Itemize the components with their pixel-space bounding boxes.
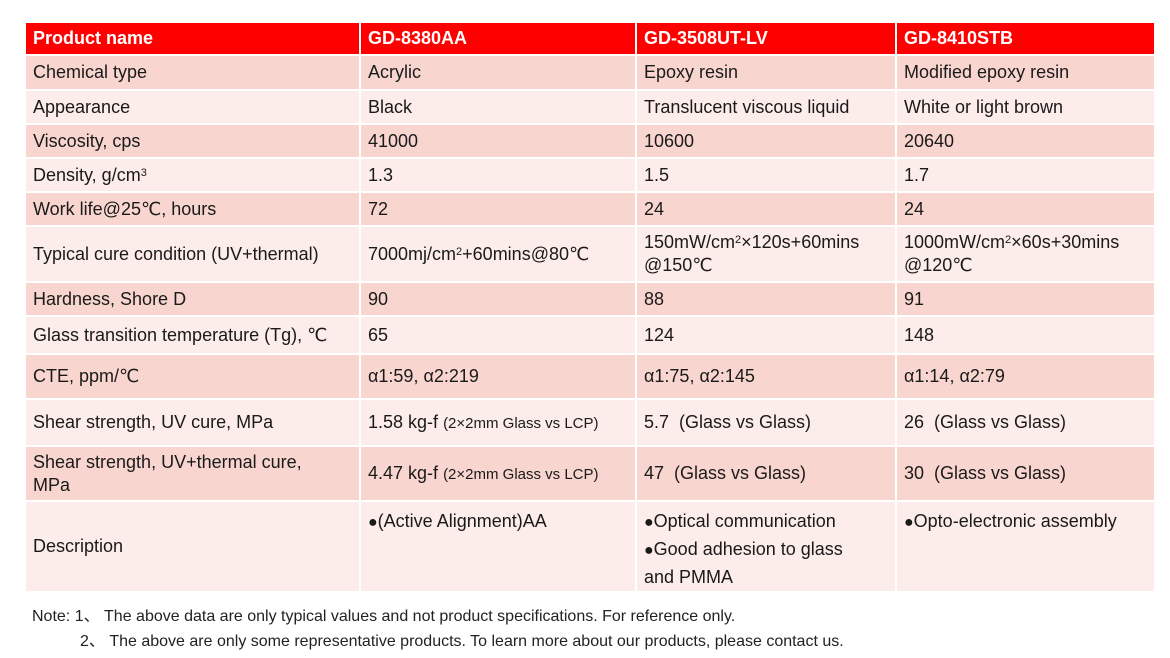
row-work-life: Work life@25℃, hours 72 24 24 bbox=[24, 191, 1156, 227]
bullet-icon: ● bbox=[644, 514, 654, 531]
row-label: Viscosity, cps bbox=[24, 123, 361, 159]
cell-value: 1.7 bbox=[895, 157, 1156, 193]
row-shear-uv-thermal: Shear strength, UV+thermal cure, MPa 4.47… bbox=[24, 445, 1156, 502]
cell-value: 24 bbox=[635, 191, 897, 227]
row-hardness: Hardness, Shore D 90 88 91 bbox=[24, 281, 1156, 317]
row-label: Description bbox=[24, 500, 361, 593]
list-item-continuation: and PMMA bbox=[644, 567, 734, 587]
cell-value: 150mW/cm2×120s+60mins @150℃ bbox=[635, 225, 897, 283]
bullet-icon: ● bbox=[644, 542, 654, 559]
list-item: ●Good adhesion to glass bbox=[644, 539, 843, 559]
note-line-1: Note: 1、 The above data are only typical… bbox=[32, 608, 736, 625]
footnotes: Note: 1、 The above data are only typical… bbox=[32, 604, 844, 654]
cell-value: 7000mj/cm2+60mins@80℃ bbox=[359, 225, 637, 283]
cell-value: ●(Active Alignment)AA bbox=[359, 500, 637, 593]
cell-value: 20640 bbox=[895, 123, 1156, 159]
cell-value: α1:75, α2:145 bbox=[635, 353, 897, 400]
cell-value: ●Optical communication ●Good adhesion to… bbox=[635, 500, 897, 593]
bullet-icon: ● bbox=[368, 514, 378, 531]
cell-value: 26 (Glass vs Glass) bbox=[895, 398, 1156, 447]
cell-value: White or light brown bbox=[895, 89, 1156, 125]
header-gd-8410stb: GD-8410STB bbox=[895, 21, 1156, 56]
row-cure-condition: Typical cure condition (UV+thermal) 7000… bbox=[24, 225, 1156, 283]
list-item: ●Opto-electronic assembly bbox=[904, 511, 1117, 531]
cell-value: 88 bbox=[635, 281, 897, 317]
header-gd-8380aa: GD-8380AA bbox=[359, 21, 637, 56]
cell-value: 148 bbox=[895, 315, 1156, 355]
row-shear-uv: Shear strength, UV cure, MPa 1.58 kg-f (… bbox=[24, 398, 1156, 447]
row-label: Appearance bbox=[24, 89, 361, 125]
row-density: Density, g/cm3 1.3 1.5 1.7 bbox=[24, 157, 1156, 193]
row-description: Description ●(Active Alignment)AA ●Optic… bbox=[24, 500, 1156, 593]
row-label: Work life@25℃, hours bbox=[24, 191, 361, 227]
row-appearance: Appearance Black Translucent viscous liq… bbox=[24, 89, 1156, 125]
cell-value: Modified epoxy resin bbox=[895, 54, 1156, 91]
row-viscosity: Viscosity, cps 41000 10600 20640 bbox=[24, 123, 1156, 159]
list-item: ●(Active Alignment)AA bbox=[368, 511, 547, 531]
row-label: Glass transition temperature (Tg), ℃ bbox=[24, 315, 361, 355]
product-comparison-table: Product name GD-8380AA GD-3508UT-LV GD-8… bbox=[24, 21, 1156, 593]
cell-value: 65 bbox=[359, 315, 637, 355]
row-label: Shear strength, UV+thermal cure, MPa bbox=[24, 445, 361, 502]
cell-value: α1:14, α2:79 bbox=[895, 353, 1156, 400]
cell-value: Translucent viscous liquid bbox=[635, 89, 897, 125]
note-line-2: 2、 The above are only some representativ… bbox=[80, 633, 844, 650]
row-label: Density, g/cm3 bbox=[24, 157, 361, 193]
row-label: CTE, ppm/℃ bbox=[24, 353, 361, 400]
row-cte: CTE, ppm/℃ α1:59, α2:219 α1:75, α2:145 α… bbox=[24, 353, 1156, 400]
row-glass-transition: Glass transition temperature (Tg), ℃ 65 … bbox=[24, 315, 1156, 355]
cell-value: 1000mW/cm2×60s+30mins @120℃ bbox=[895, 225, 1156, 283]
cell-value: Black bbox=[359, 89, 637, 125]
cell-value: 5.7 (Glass vs Glass) bbox=[635, 398, 897, 447]
cell-value: 10600 bbox=[635, 123, 897, 159]
list-item: ●Optical communication bbox=[644, 511, 836, 531]
cell-value: Acrylic bbox=[359, 54, 637, 91]
cell-value: Epoxy resin bbox=[635, 54, 897, 91]
row-chemical-type: Chemical type Acrylic Epoxy resin Modifi… bbox=[24, 54, 1156, 91]
cell-value: 1.58 kg-f (2×2mm Glass vs LCP) bbox=[359, 398, 637, 447]
cell-value: 47 (Glass vs Glass) bbox=[635, 445, 897, 502]
bullet-icon: ● bbox=[904, 514, 914, 531]
cell-value: 72 bbox=[359, 191, 637, 227]
cell-value: ●Opto-electronic assembly bbox=[895, 500, 1156, 593]
cell-value: 4.47 kg-f (2×2mm Glass vs LCP) bbox=[359, 445, 637, 502]
cell-value: 24 bbox=[895, 191, 1156, 227]
cell-value: 1.3 bbox=[359, 157, 637, 193]
cell-value: 30 (Glass vs Glass) bbox=[895, 445, 1156, 502]
row-label: Chemical type bbox=[24, 54, 361, 91]
cell-value: α1:59, α2:219 bbox=[359, 353, 637, 400]
header-row: Product name GD-8380AA GD-3508UT-LV GD-8… bbox=[24, 21, 1156, 56]
row-label: Typical cure condition (UV+thermal) bbox=[24, 225, 361, 283]
row-label: Hardness, Shore D bbox=[24, 281, 361, 317]
cell-value: 41000 bbox=[359, 123, 637, 159]
cell-value: 1.5 bbox=[635, 157, 897, 193]
cell-value: 91 bbox=[895, 281, 1156, 317]
cell-value: 90 bbox=[359, 281, 637, 317]
header-gd-3508ut-lv: GD-3508UT-LV bbox=[635, 21, 897, 56]
cell-value: 124 bbox=[635, 315, 897, 355]
row-label: Shear strength, UV cure, MPa bbox=[24, 398, 361, 447]
header-product-name: Product name bbox=[24, 21, 361, 56]
